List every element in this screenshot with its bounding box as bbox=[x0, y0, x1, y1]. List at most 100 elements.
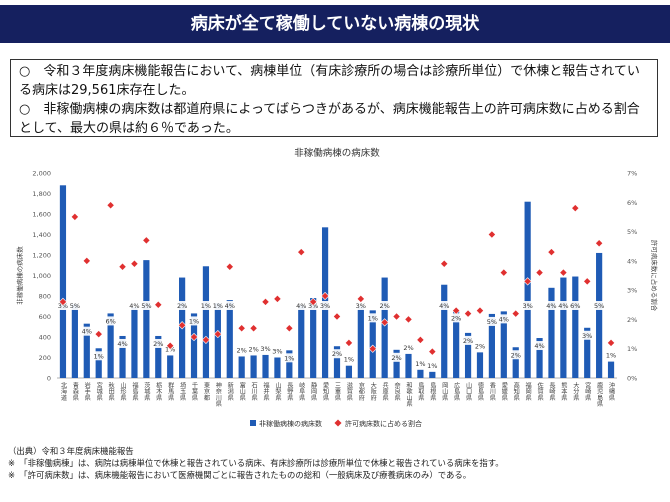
ratio-point bbox=[297, 247, 306, 257]
data-label-bg bbox=[401, 342, 416, 352]
data-label-bg bbox=[544, 301, 559, 310]
y-axis-label: 非稼働病棟の病床数 bbox=[15, 246, 24, 305]
bar bbox=[262, 354, 269, 378]
footnote-item: ※ 「許可病床数」は、病床機能報告において医療機関ごとに報告されたものの総和（一… bbox=[8, 470, 472, 480]
x-tick-label: 山口県 bbox=[465, 381, 472, 401]
bar bbox=[298, 305, 305, 378]
data-label: 5% bbox=[141, 302, 151, 310]
y-tick-label: 2,000 bbox=[32, 170, 51, 178]
ratio-point bbox=[58, 297, 68, 306]
x-tick-label: 高知県 bbox=[512, 381, 519, 401]
x-tick-label: 奈良県 bbox=[393, 381, 400, 401]
data-label-bg bbox=[592, 301, 607, 310]
bar bbox=[345, 365, 353, 378]
data-label-bg bbox=[437, 301, 452, 310]
data-label: 2% bbox=[237, 346, 247, 354]
bar bbox=[250, 355, 257, 378]
ratio-point bbox=[285, 324, 294, 333]
ratio-point bbox=[416, 335, 425, 345]
data-label: 2% bbox=[153, 340, 163, 348]
x-tick-label: 山梨県 bbox=[274, 381, 281, 401]
y-tick-label: 200 bbox=[39, 354, 51, 362]
bar bbox=[59, 185, 67, 378]
data-label: 4% bbox=[558, 302, 568, 310]
bar bbox=[536, 338, 543, 378]
bar bbox=[190, 313, 198, 378]
data-label-bg bbox=[318, 301, 333, 310]
ratio-point bbox=[154, 300, 163, 309]
data-label-bg bbox=[377, 301, 392, 310]
footnote-source: （出典）令和３年度病床機能報告 bbox=[8, 446, 134, 456]
ratio-point bbox=[571, 204, 580, 213]
ratio-point bbox=[475, 306, 485, 315]
bar bbox=[83, 323, 90, 378]
x-tick-label: 福井県 bbox=[262, 381, 269, 401]
data-label: 4% bbox=[499, 315, 509, 323]
bar-chart: 非稼働病棟の病床数 0 200 400 600 800 1,000 1,200 1,400 1,6… bbox=[15, 147, 659, 428]
y-tick-label: 400 bbox=[39, 334, 51, 342]
bar bbox=[596, 252, 603, 378]
data-label: 5% bbox=[487, 318, 497, 326]
x-tick-label: 静岡県 bbox=[310, 381, 317, 401]
bar bbox=[369, 310, 376, 378]
bar bbox=[512, 347, 519, 378]
page-title: 病床が全て稼働していない病棟の現状 bbox=[0, 5, 670, 43]
data-label-bg bbox=[222, 301, 237, 310]
bar bbox=[357, 306, 364, 378]
bar bbox=[548, 287, 555, 378]
x-tick-label: 長崎県 bbox=[548, 382, 555, 402]
bar bbox=[333, 346, 341, 378]
summary-box: ○ 令和３年度病床機能報告において、病棟単位（有床診療所の場合は診療所単位）で休… bbox=[10, 59, 658, 137]
data-label: 1% bbox=[606, 352, 616, 360]
bar bbox=[119, 335, 126, 378]
bar bbox=[488, 313, 495, 378]
data-label-bg bbox=[508, 350, 523, 360]
data-label: 1% bbox=[94, 352, 104, 360]
data-label: 3% bbox=[308, 302, 318, 310]
data-label-bg bbox=[365, 313, 380, 323]
bar bbox=[607, 361, 615, 378]
bar bbox=[155, 335, 162, 378]
data-label-bg bbox=[472, 341, 487, 351]
data-label: 3% bbox=[356, 302, 366, 310]
data-label: 1% bbox=[213, 302, 223, 310]
ratio-point bbox=[547, 247, 556, 257]
ratio-point bbox=[320, 291, 330, 301]
data-label-bg bbox=[234, 345, 249, 355]
x-tick-label: 愛知県 bbox=[322, 381, 329, 401]
data-label-bg bbox=[484, 316, 499, 326]
bar bbox=[95, 348, 102, 378]
x-tick-label: 福島県 bbox=[131, 381, 138, 401]
bar bbox=[429, 371, 436, 378]
bar bbox=[286, 350, 293, 378]
ratio-point bbox=[392, 312, 401, 321]
ratio-point bbox=[130, 259, 139, 268]
ratio-point bbox=[273, 294, 282, 304]
data-label-bg bbox=[115, 338, 130, 348]
data-label: 2% bbox=[475, 342, 485, 350]
data-label: 2% bbox=[177, 302, 187, 310]
data-label: 1% bbox=[415, 360, 425, 368]
legend-swatch-points bbox=[334, 419, 342, 427]
bar bbox=[107, 313, 114, 378]
bar bbox=[441, 284, 448, 378]
x-tick-label: 鳥取県 bbox=[417, 381, 424, 401]
data-label: 4% bbox=[129, 302, 139, 310]
data-label-bg bbox=[67, 301, 82, 310]
y-tick-label: 1,200 bbox=[32, 252, 51, 260]
x-tick-label: 千葉県 bbox=[191, 381, 198, 401]
data-label-bg bbox=[103, 316, 118, 326]
ratio-point bbox=[404, 315, 413, 324]
data-label: 3% bbox=[272, 348, 282, 356]
ratio-point bbox=[440, 259, 449, 268]
bar bbox=[476, 352, 484, 378]
y-tick-label: 1,800 bbox=[32, 190, 51, 198]
bar bbox=[524, 201, 531, 378]
ratio-point bbox=[309, 297, 318, 306]
x-tick-label: 北海道 bbox=[59, 381, 66, 401]
ratio-point bbox=[178, 321, 187, 330]
data-label-bg bbox=[175, 301, 190, 310]
bar bbox=[274, 357, 281, 378]
data-label: 2% bbox=[332, 350, 342, 358]
data-label: 2% bbox=[403, 344, 413, 352]
